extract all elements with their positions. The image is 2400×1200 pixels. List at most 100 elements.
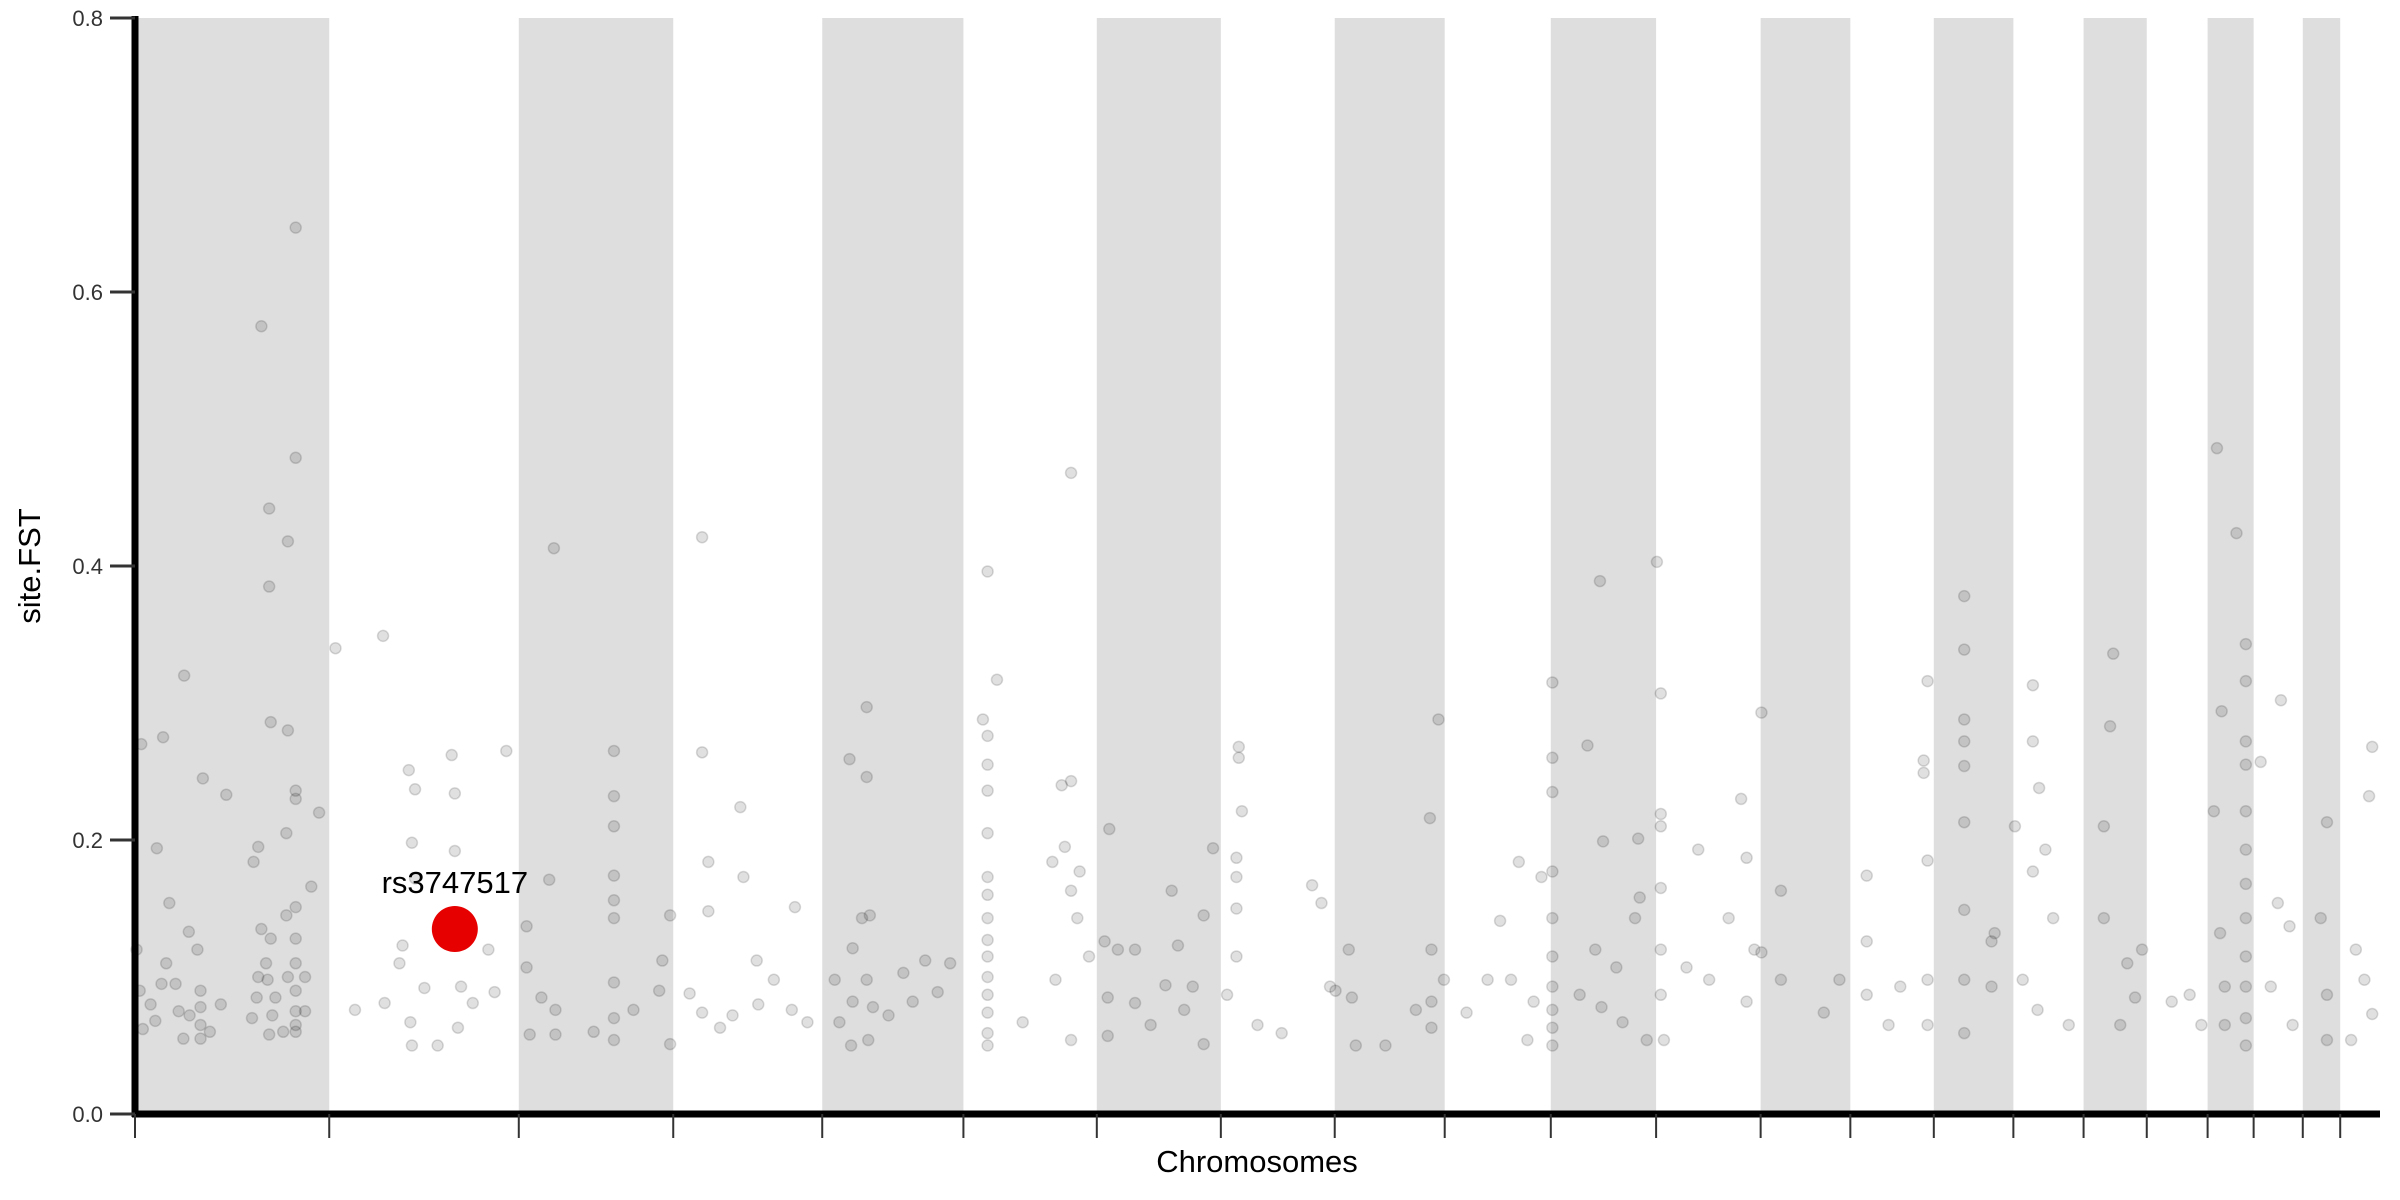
- data-point: [943, 957, 957, 970]
- data-point: [289, 451, 302, 465]
- data-point: [1058, 840, 1072, 854]
- data-point: [860, 700, 873, 714]
- data-point: [405, 1039, 419, 1052]
- data-point: [866, 1000, 880, 1014]
- data-point: [378, 996, 391, 1010]
- data-point: [2026, 865, 2040, 878]
- data-point: [2210, 441, 2224, 455]
- data-point: [1425, 995, 1438, 1008]
- data-point: [1323, 980, 1337, 993]
- data-point: [269, 991, 282, 1004]
- data-point: [1546, 980, 1559, 993]
- data-point: [2113, 1018, 2127, 1032]
- data-point: [312, 806, 326, 819]
- data-point: [1409, 1003, 1423, 1017]
- data-point: [1425, 1021, 1438, 1034]
- data-point: [454, 980, 468, 993]
- data-point: [183, 1009, 196, 1022]
- data-point: [713, 1021, 727, 1034]
- data-point: [281, 724, 295, 737]
- data-point: [1921, 1018, 1934, 1032]
- data-point: [194, 1018, 207, 1032]
- data-point: [418, 981, 431, 995]
- data-point: [488, 985, 501, 999]
- data-point: [2239, 980, 2253, 993]
- data-point: [981, 933, 994, 947]
- data-point: [1957, 759, 1971, 773]
- data-point: [289, 221, 302, 234]
- data-point: [1654, 820, 1668, 833]
- data-point: [981, 870, 994, 884]
- data-point: [1628, 911, 1642, 925]
- data-point: [607, 820, 621, 833]
- data-point: [1512, 855, 1526, 869]
- data-point: [1610, 961, 1623, 974]
- data-point: [1159, 978, 1172, 992]
- data-point: [863, 909, 877, 922]
- data-point: [1882, 1018, 1895, 1032]
- data-point: [801, 1015, 814, 1029]
- data-point: [1957, 713, 1971, 726]
- y-tick-label: 0.0: [72, 1102, 103, 1127]
- data-point: [1098, 935, 1111, 948]
- chromosome-band-15: [1933, 18, 2014, 1114]
- data-point: [245, 1011, 259, 1025]
- data-point: [266, 1009, 279, 1022]
- data-point: [1064, 1033, 1078, 1047]
- data-point: [663, 909, 677, 922]
- data-point: [702, 904, 715, 918]
- data-point: [2286, 1018, 2299, 1032]
- data-point: [844, 1039, 858, 1052]
- data-point: [289, 1005, 302, 1018]
- data-point: [251, 840, 265, 854]
- data-point: [259, 957, 273, 970]
- data-point: [466, 996, 480, 1010]
- data-point: [1654, 988, 1668, 1002]
- data-point: [1546, 785, 1559, 799]
- chromosome-band-17: [2083, 18, 2147, 1114]
- data-point: [2365, 1007, 2379, 1021]
- data-point: [2344, 1033, 2358, 1047]
- data-point: [2254, 755, 2267, 769]
- data-point: [220, 788, 233, 802]
- data-point: [607, 869, 621, 882]
- data-point: [981, 784, 994, 797]
- data-point: [408, 872, 422, 885]
- data-point: [549, 1028, 562, 1041]
- data-point: [1616, 1015, 1629, 1029]
- data-point: [1957, 815, 1971, 829]
- data-point: [860, 770, 873, 784]
- data-point: [607, 744, 621, 758]
- data-point: [1573, 988, 1586, 1002]
- data-point: [2362, 789, 2376, 803]
- data-point: [695, 1006, 709, 1019]
- data-point: [177, 1032, 190, 1045]
- data-point: [1460, 1006, 1473, 1019]
- data-point: [1957, 1026, 1971, 1040]
- data-point: [404, 1015, 417, 1029]
- data-point: [2165, 995, 2178, 1008]
- data-point: [1197, 1037, 1210, 1051]
- data-point: [1774, 973, 1788, 986]
- data-point: [2106, 647, 2120, 660]
- data-point: [1144, 1018, 1157, 1032]
- data-point: [1220, 988, 1234, 1002]
- data-point: [281, 970, 295, 984]
- data-point: [1921, 973, 1934, 986]
- data-point: [2239, 877, 2253, 891]
- data-point: [402, 763, 416, 777]
- data-point: [2320, 1033, 2334, 1047]
- data-point: [702, 855, 715, 869]
- data-point: [1379, 1039, 1392, 1052]
- data-point: [1493, 914, 1507, 928]
- data-point: [169, 977, 182, 991]
- data-point: [2239, 637, 2253, 651]
- data-point: [194, 1032, 207, 1045]
- data-point: [203, 1025, 217, 1039]
- data-point: [1437, 973, 1451, 986]
- data-point: [549, 1003, 562, 1017]
- chromosome-bands: [135, 18, 2341, 1114]
- data-point: [348, 1003, 362, 1017]
- data-point: [1817, 1006, 1831, 1019]
- data-point: [1103, 822, 1116, 836]
